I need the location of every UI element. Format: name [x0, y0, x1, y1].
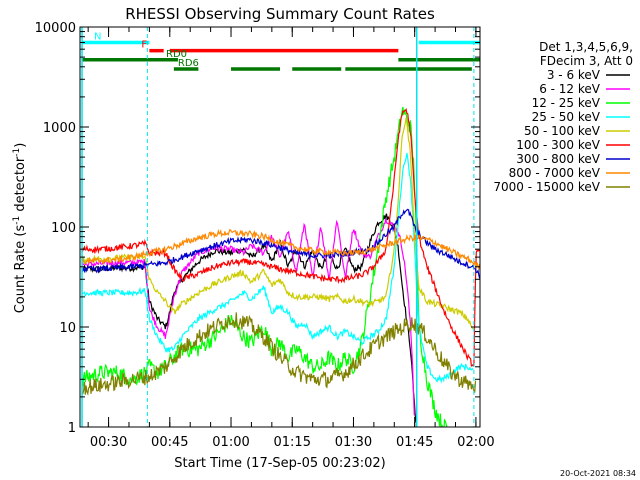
x-tick-label: 02:00	[457, 435, 494, 450]
y-axis: 1 10 100 1000 10000	[35, 21, 480, 436]
x-tick-label: 01:45	[396, 435, 433, 450]
plot-frame	[79, 26, 481, 428]
y-tick-label: 1000	[43, 121, 76, 136]
legend-label: 12 - 25 keV	[532, 96, 601, 110]
legend-label: 800 - 7000 keV	[509, 166, 601, 180]
legend-header-2: FDecim 3, Att 0	[540, 54, 633, 68]
y-tick-label: 100	[51, 221, 76, 236]
legend-label: 3 - 6 keV	[547, 68, 601, 82]
y-tick-label: 10	[59, 321, 76, 336]
flag-label: RD6	[178, 58, 199, 69]
series-line	[81, 208, 480, 279]
y-tick-label: 10000	[35, 21, 76, 36]
legend-label: 6 - 12 keV	[539, 82, 601, 96]
legend-label: 25 - 50 keV	[532, 110, 601, 124]
footer-timestamp: 20-Oct-2021 08:34	[560, 469, 636, 478]
x-tick-label: 01:00	[212, 435, 249, 450]
x-tick-label: 00:45	[151, 435, 188, 450]
y-axis-label: Count Rate (s-1 detector-1)	[12, 143, 28, 314]
legend-label: 100 - 300 keV	[516, 138, 600, 152]
flag-label: F	[141, 40, 147, 51]
x-tick-label: 01:15	[274, 435, 311, 450]
legend-label: 50 - 100 keV	[524, 124, 601, 138]
x-tick-label: 01:30	[335, 435, 372, 450]
series-layer	[81, 106, 480, 427]
chart-title: RHESSI Observing Summary Count Rates	[125, 5, 435, 23]
series-line	[81, 228, 480, 271]
legend-header-1: Det 1,3,4,5,6,9,	[539, 40, 633, 54]
legend: Det 1,3,4,5,6,9, FDecim 3, Att 0 3 - 6 k…	[493, 40, 633, 194]
x-axis: 00:30 00:45 01:00 01:15 01:30 01:45 02:00	[87, 27, 495, 450]
series-line	[81, 153, 474, 384]
y-tick-label: 1	[68, 421, 76, 436]
x-axis-label: Start Time (17-Sep-05 00:23:02)	[174, 456, 385, 471]
flag-label: N	[94, 31, 101, 42]
series-line	[81, 107, 480, 367]
flag-label: RD0	[166, 49, 187, 60]
legend-label: 300 - 800 keV	[516, 152, 600, 166]
x-tick-label: 00:30	[90, 435, 127, 450]
series-line	[81, 218, 415, 416]
series-line	[81, 117, 474, 330]
legend-label: 7000 - 15000 keV	[493, 180, 600, 194]
